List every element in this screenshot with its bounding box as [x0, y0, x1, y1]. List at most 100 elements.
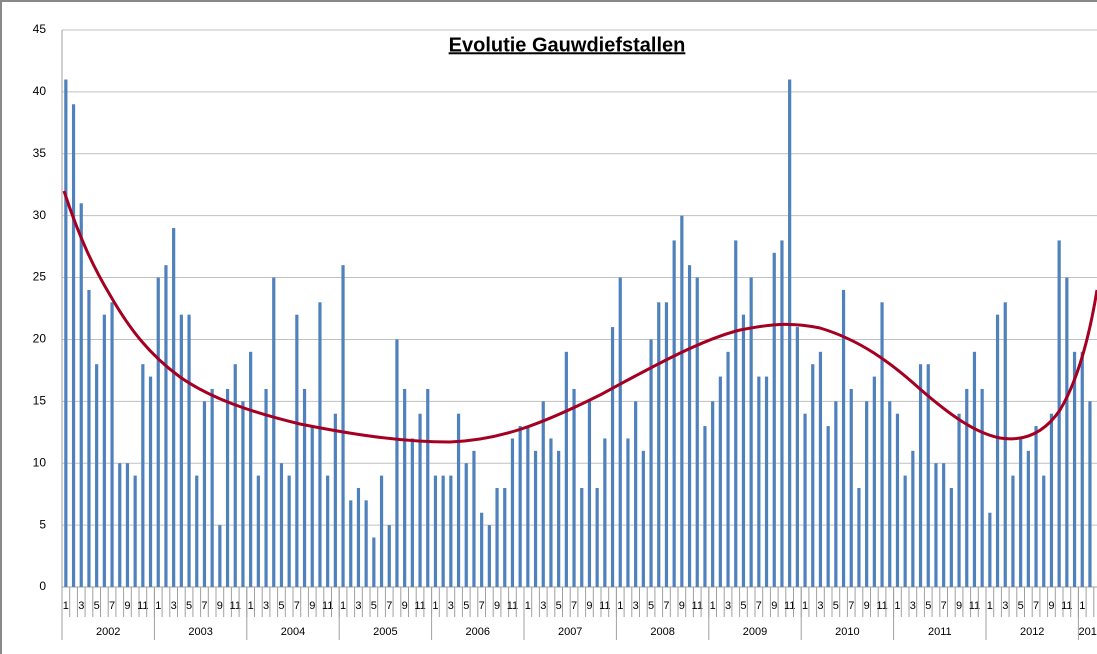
bar	[888, 401, 892, 587]
bar	[741, 314, 746, 587]
bar	[102, 314, 106, 587]
bar	[79, 203, 83, 588]
bar	[726, 351, 730, 587]
bar	[95, 364, 99, 587]
bar	[387, 525, 391, 587]
bar	[757, 376, 761, 587]
bar	[148, 376, 153, 587]
bar	[618, 277, 622, 587]
x-tick-label: 7	[294, 600, 300, 612]
year-label: 2007	[558, 626, 582, 638]
bar	[572, 388, 576, 587]
x-tick-label: 1	[894, 600, 900, 612]
y-tick-label: 20	[33, 332, 47, 346]
bar	[1011, 475, 1015, 587]
year-label: 2012	[1020, 626, 1044, 638]
bar	[841, 289, 846, 587]
bar	[1042, 475, 1046, 587]
year-label: 2002	[96, 626, 120, 638]
x-tick-label: 5	[371, 600, 377, 612]
x-tick-label: 9	[771, 600, 777, 612]
x-tick-label: 1	[155, 600, 161, 612]
bar	[918, 364, 923, 587]
x-tick-label: 5	[740, 600, 746, 612]
bar	[195, 475, 199, 587]
y-tick-label: 25	[33, 270, 47, 284]
bar	[1049, 413, 1054, 587]
x-tick-label: 7	[663, 600, 669, 612]
bar	[749, 277, 753, 587]
bar	[125, 463, 130, 587]
x-tick-label: 3	[78, 600, 84, 612]
bar	[179, 314, 183, 587]
bar	[949, 487, 953, 587]
x-tick-label: 3	[1002, 600, 1008, 612]
x-tick-label: 1	[1079, 600, 1085, 612]
bar	[957, 413, 961, 587]
x-tick-label: 1	[987, 600, 993, 612]
bar	[849, 388, 853, 587]
bar	[302, 388, 307, 587]
x-tick-label: 5	[556, 600, 562, 612]
bar	[433, 475, 438, 587]
x-tick-label: 11	[322, 600, 333, 612]
bar	[672, 240, 676, 587]
x-tick-label: 1	[802, 600, 808, 612]
bar	[988, 512, 992, 587]
bar	[341, 265, 345, 587]
bar	[826, 426, 830, 587]
year-label: 201	[1079, 626, 1097, 638]
x-tick-label: 7	[848, 600, 854, 612]
bar	[872, 376, 876, 587]
x-tick-label: 9	[124, 600, 130, 612]
x-tick-label: 7	[109, 600, 115, 612]
x-tick-label: 11	[230, 600, 241, 612]
bar	[687, 265, 692, 587]
bar	[803, 413, 807, 587]
bar	[1072, 351, 1077, 587]
x-tick-label: 5	[463, 600, 469, 612]
bar	[680, 215, 684, 587]
bar	[1003, 302, 1007, 587]
x-tick-label: 3	[263, 600, 269, 612]
year-label: 2008	[650, 626, 674, 638]
bar	[664, 302, 669, 587]
bar	[372, 537, 376, 587]
bar	[1080, 351, 1084, 587]
bar	[695, 277, 699, 587]
x-tick-label: 3	[355, 600, 361, 612]
x-tick-label: 11	[137, 600, 148, 612]
x-tick-label: 11	[414, 600, 425, 612]
bar	[356, 487, 361, 587]
x-tick-label: 9	[494, 600, 500, 612]
bar	[1088, 401, 1092, 587]
bar	[110, 302, 114, 587]
bar	[533, 450, 538, 587]
x-tick-label: 9	[1048, 600, 1054, 612]
y-tick-label: 35	[33, 146, 47, 160]
bar	[818, 351, 823, 587]
bar	[156, 277, 160, 587]
bar	[64, 79, 68, 587]
bar	[865, 401, 869, 587]
bar	[295, 314, 299, 587]
x-tick-label: 11	[969, 600, 980, 612]
y-tick-label: 30	[33, 208, 47, 222]
x-tick-label: 9	[402, 600, 408, 612]
bar	[734, 240, 738, 587]
x-tick-label: 7	[756, 600, 762, 612]
x-tick-label: 3	[910, 600, 916, 612]
x-tick-label: 1	[432, 600, 438, 612]
bar	[279, 463, 284, 587]
x-tick-label: 11	[507, 600, 518, 612]
bar	[795, 327, 799, 587]
x-tick-label: 5	[94, 600, 100, 612]
bar	[788, 79, 792, 587]
bar	[965, 388, 969, 587]
x-tick-label: 9	[956, 600, 962, 612]
x-tick-label: 1	[710, 600, 716, 612]
y-tick-label: 40	[33, 84, 47, 98]
y-tick-label: 5	[39, 517, 46, 531]
chart-title: Evolutie Gauwdiefstallen	[449, 34, 686, 56]
x-tick-label: 1	[63, 600, 69, 612]
